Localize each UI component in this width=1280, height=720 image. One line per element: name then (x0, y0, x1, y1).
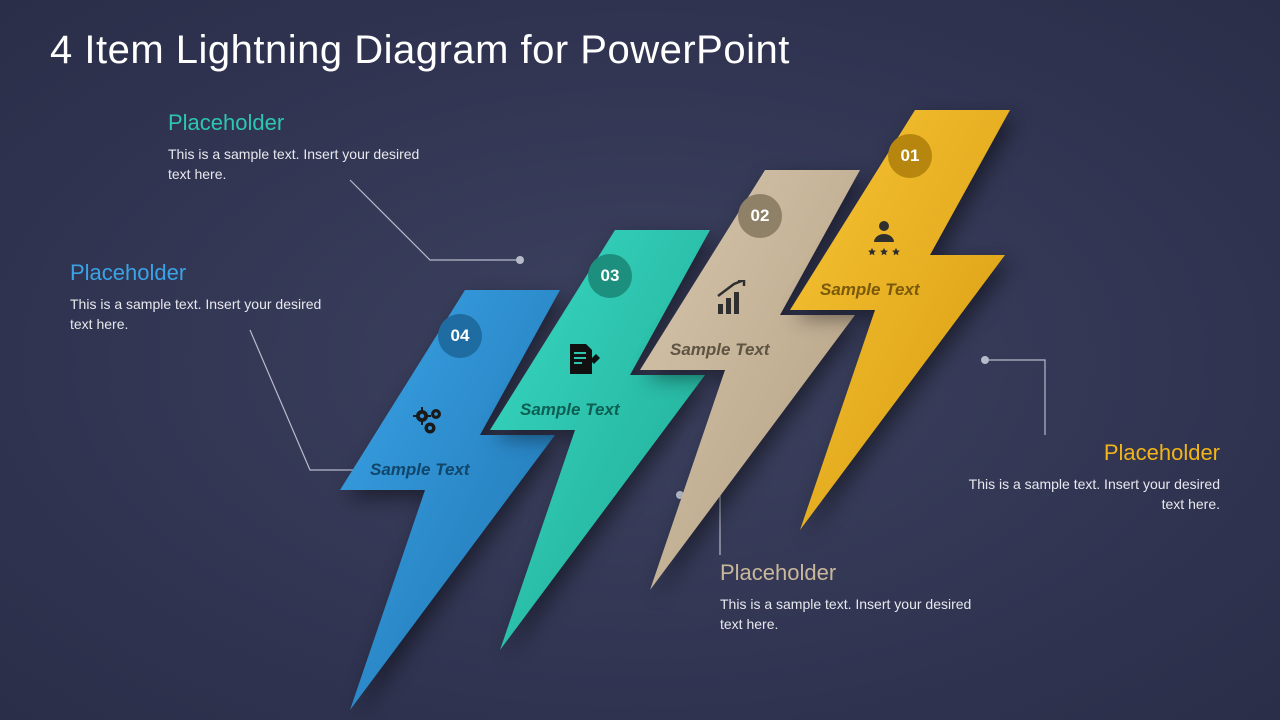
bolt-04-number: 04 (451, 326, 470, 346)
bolt-01-label: Sample Text (820, 280, 920, 300)
callout-04: Placeholder This is a sample text. Inser… (70, 260, 330, 335)
callout-03-title: Placeholder (168, 110, 428, 136)
bolt-01-number: 01 (901, 146, 920, 166)
callout-04-title: Placeholder (70, 260, 330, 286)
bolt-04-label: Sample Text (370, 460, 470, 480)
diagram-stage: 04 Sample Text (0, 0, 1280, 720)
callout-03: Placeholder This is a sample text. Inser… (168, 110, 428, 185)
person-stars-icon (864, 218, 904, 258)
bolt-02-badge: 02 (738, 194, 782, 238)
gears-icon (410, 402, 450, 442)
bolt-04-badge: 04 (438, 314, 482, 358)
bolt-02-label: Sample Text (670, 340, 770, 360)
doc-pencil-icon (562, 340, 602, 380)
chart-up-icon (712, 280, 752, 320)
callout-04-body: This is a sample text. Insert your desir… (70, 294, 330, 335)
bolt-03-number: 03 (601, 266, 620, 286)
bolt-01-badge: 01 (888, 134, 932, 178)
bolt-01: 01 Sample Text (790, 110, 1010, 535)
bolt-03-badge: 03 (588, 254, 632, 298)
callout-02-body: This is a sample text. Insert your desir… (720, 594, 980, 635)
bolt-02-number: 02 (751, 206, 770, 226)
bolt-03-label: Sample Text (520, 400, 620, 420)
callout-03-body: This is a sample text. Insert your desir… (168, 144, 428, 185)
